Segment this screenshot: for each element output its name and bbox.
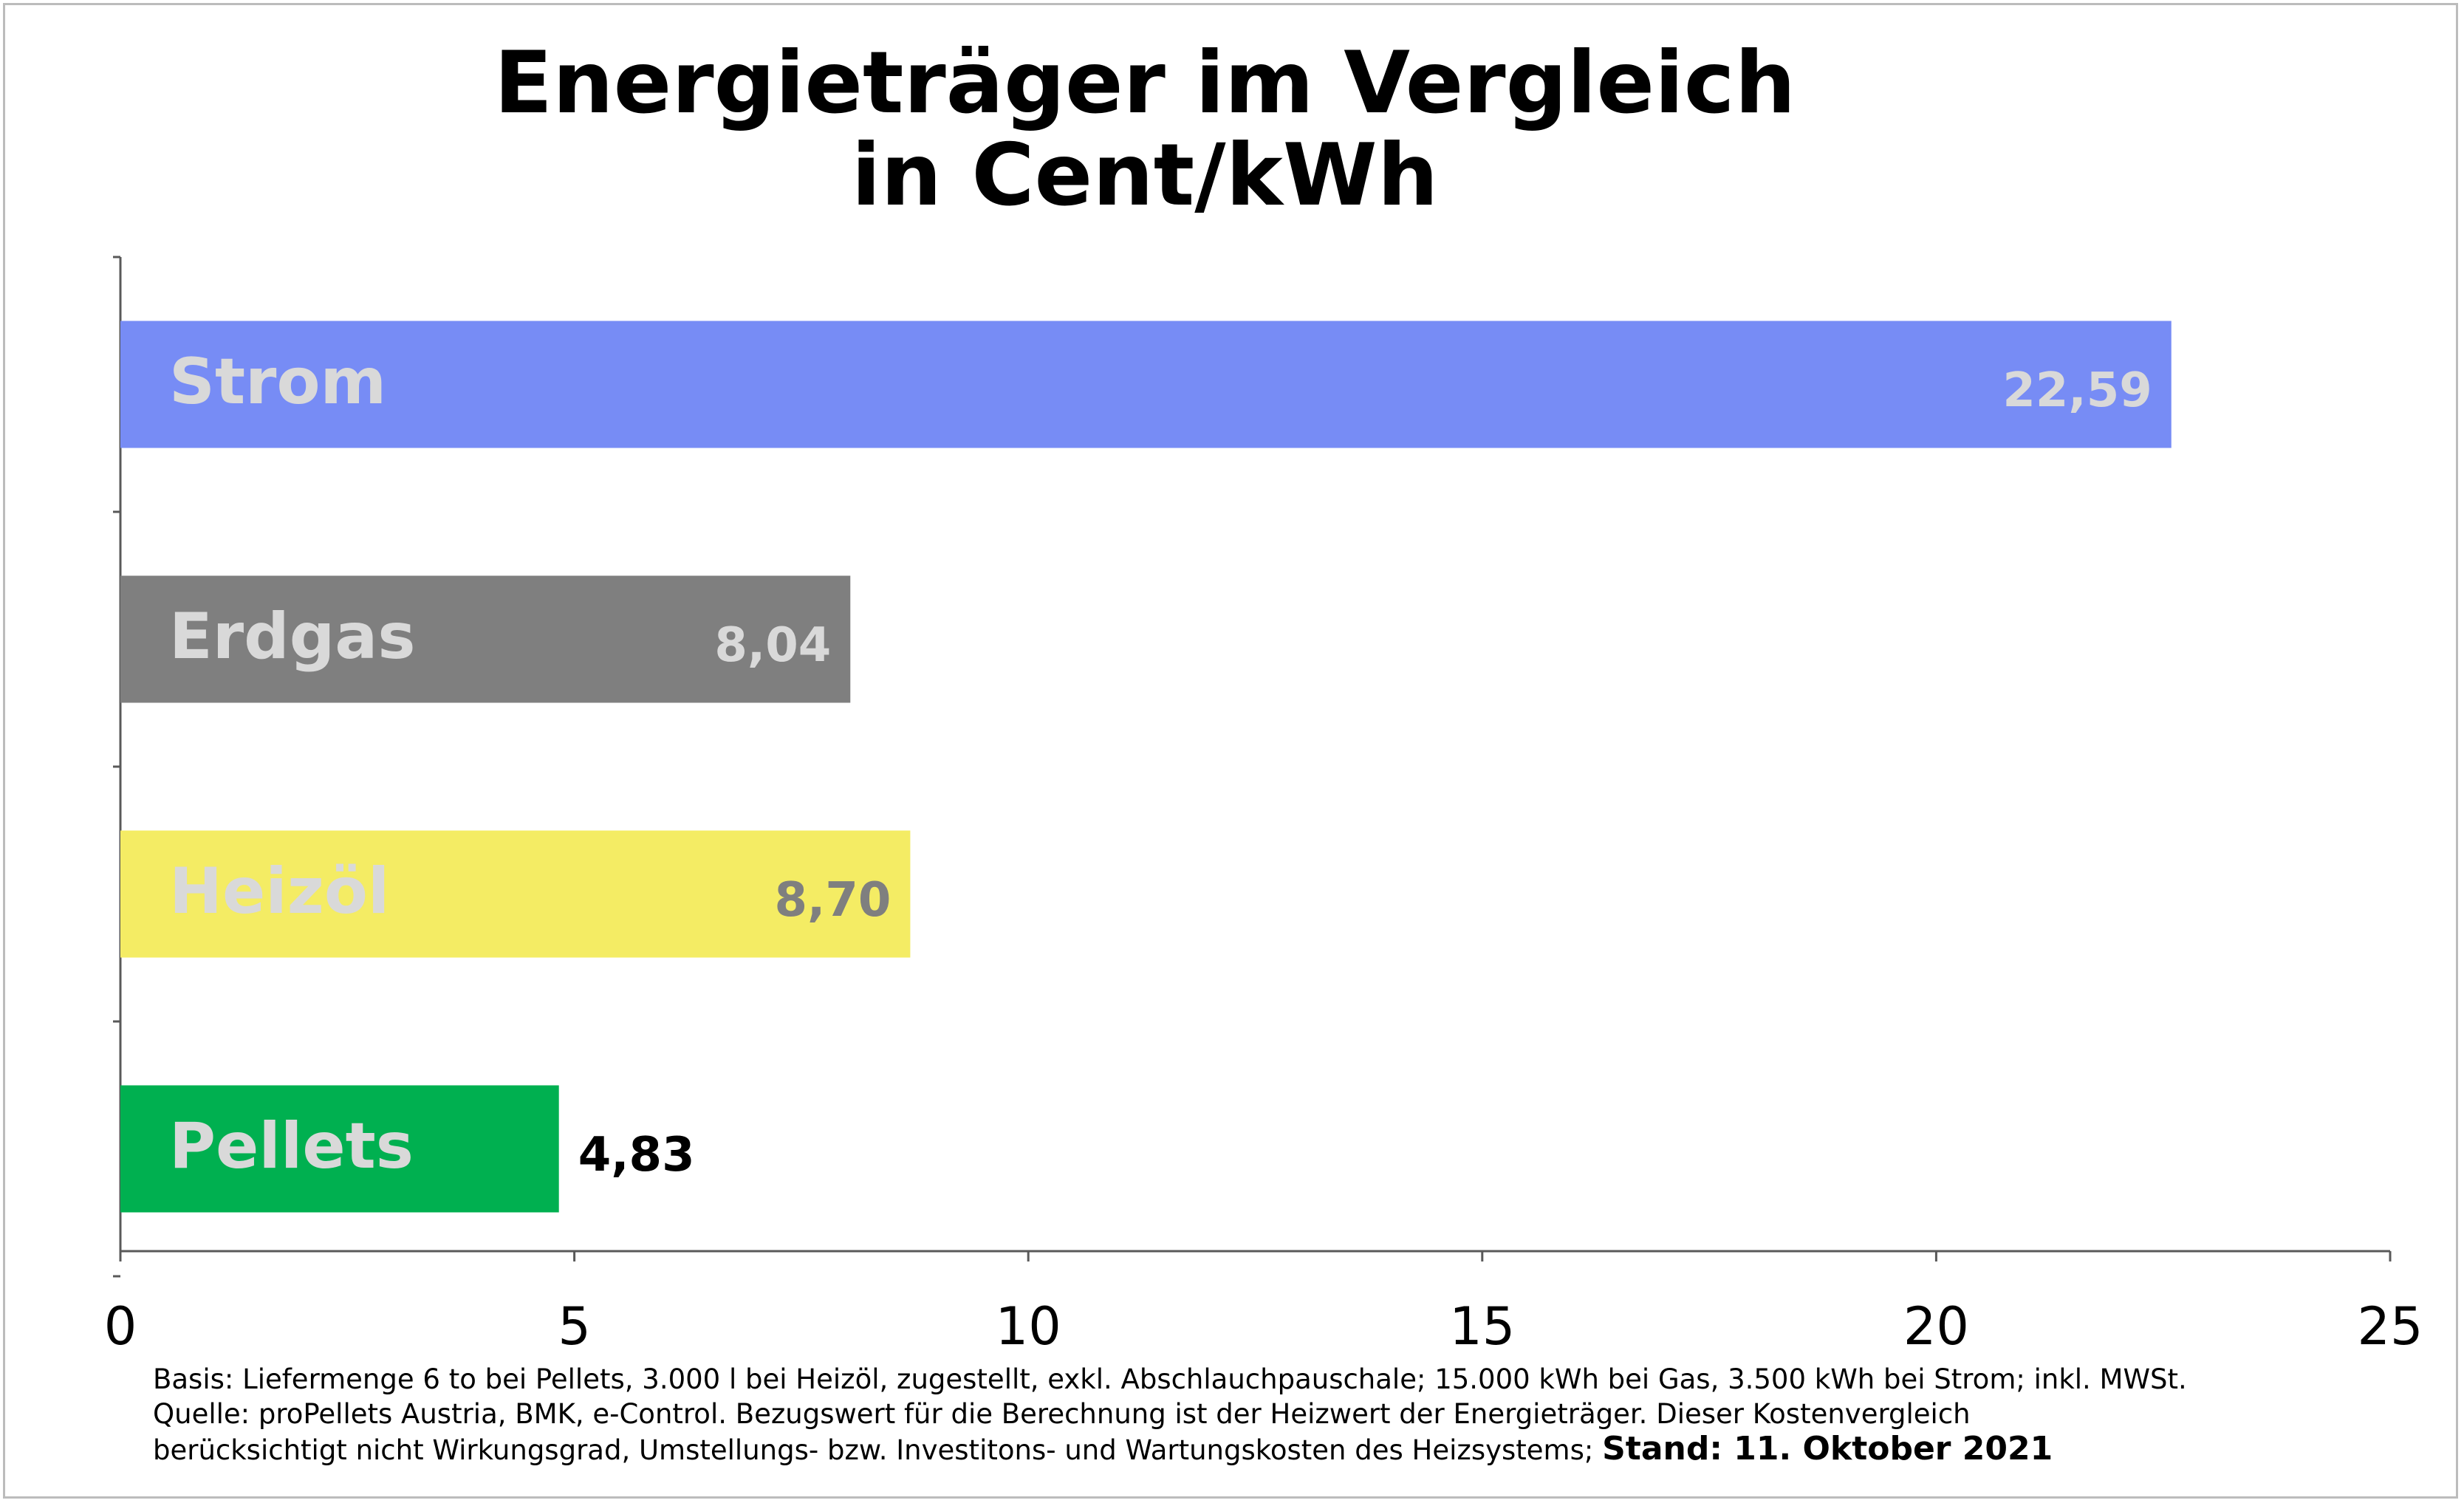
footnote-source: Quelle: proPellets Austria, BMK, e-Contr… xyxy=(153,1398,1971,1430)
x-tick-label: 20 xyxy=(1903,1296,1969,1357)
footnote-basis: Basis: Liefermenge 6 to bei Pellets, 3.0… xyxy=(153,1363,2187,1395)
bar-strom xyxy=(120,321,2172,448)
category-label: Strom xyxy=(169,345,386,419)
chart-frame xyxy=(3,3,2458,1499)
bar-heizöl xyxy=(120,830,911,958)
footnote-remark-text: berücksichtigt nicht Wirkungsgrad, Umste… xyxy=(153,1434,1594,1466)
category-label: Pellets xyxy=(169,1109,414,1183)
x-tick-label: 5 xyxy=(558,1296,591,1357)
data-label: 4,83 xyxy=(578,1128,695,1182)
data-label: 8,70 xyxy=(774,873,891,928)
x-tick-label: 0 xyxy=(104,1296,137,1357)
footnote-stand-date: Stand: 11. Oktober 2021 xyxy=(1602,1430,2053,1468)
footnote-remark: berücksichtigt nicht Wirkungsgrad, Umste… xyxy=(153,1431,2406,1468)
footnote: Basis: Liefermenge 6 to bei Pellets, 3.0… xyxy=(153,1362,2406,1468)
x-tick-label: 15 xyxy=(1449,1296,1515,1357)
chart-title: Energieträger im Vergleich in Cent/kWh xyxy=(0,37,2290,222)
category-label: Heizöl xyxy=(169,855,389,928)
chart-title-line-1: Energieträger im Vergleich xyxy=(493,33,1796,133)
bar-erdgas xyxy=(120,575,851,703)
data-label: 22,59 xyxy=(2002,363,2152,418)
data-label: 8,04 xyxy=(714,618,831,673)
x-tick-label: 10 xyxy=(996,1296,1061,1357)
bar-pellets xyxy=(120,1085,559,1213)
x-tick-label: 25 xyxy=(2357,1296,2423,1357)
category-label: Erdgas xyxy=(169,600,416,674)
chart-title-line-2: in Cent/kWh xyxy=(851,126,1439,225)
